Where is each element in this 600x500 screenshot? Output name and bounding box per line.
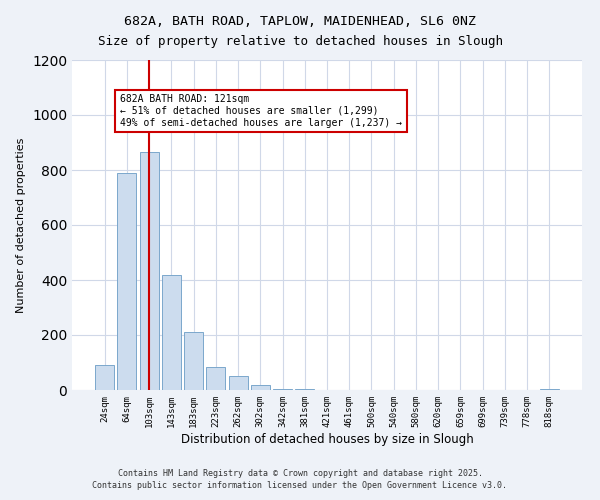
Bar bbox=[540, 388, 559, 390]
Bar bbox=[140, 152, 158, 390]
Text: 682A BATH ROAD: 121sqm
← 51% of detached houses are smaller (1,299)
49% of semi-: 682A BATH ROAD: 121sqm ← 51% of detached… bbox=[120, 94, 402, 128]
Bar bbox=[295, 388, 314, 390]
Text: Size of property relative to detached houses in Slough: Size of property relative to detached ho… bbox=[97, 35, 503, 48]
Text: Contains HM Land Registry data © Crown copyright and database right 2025.
Contai: Contains HM Land Registry data © Crown c… bbox=[92, 468, 508, 490]
Y-axis label: Number of detached properties: Number of detached properties bbox=[16, 138, 26, 312]
Bar bbox=[251, 384, 270, 390]
Bar bbox=[118, 173, 136, 390]
Bar bbox=[229, 376, 248, 390]
Text: 682A, BATH ROAD, TAPLOW, MAIDENHEAD, SL6 0NZ: 682A, BATH ROAD, TAPLOW, MAIDENHEAD, SL6… bbox=[124, 15, 476, 28]
Bar bbox=[206, 366, 225, 390]
X-axis label: Distribution of detached houses by size in Slough: Distribution of detached houses by size … bbox=[181, 432, 473, 446]
Bar bbox=[273, 388, 292, 390]
Bar bbox=[95, 365, 114, 390]
Bar bbox=[162, 274, 181, 390]
Bar bbox=[184, 332, 203, 390]
